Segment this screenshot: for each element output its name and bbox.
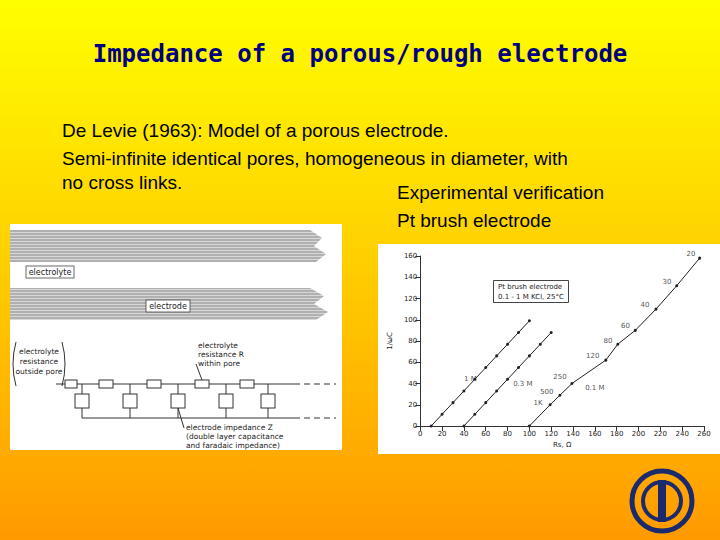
svg-text:40: 40	[641, 301, 650, 309]
svg-text:0.1 - 1 M KCl, 25°C: 0.1 - 1 M KCl, 25°C	[498, 293, 564, 301]
html-text:Impedance of a porous/rough el: Impedance of a porous/rough electrode	[92, 40, 628, 68]
svg-text:electrolyte: electrolyte	[19, 347, 59, 356]
svg-text:80: 80	[408, 337, 417, 345]
html-text:De Levie (1963): Model of a po: De Levie (1963): Model of a porous elect…	[62, 120, 449, 141]
svg-text:140: 140	[404, 273, 417, 281]
svg-text:220: 220	[654, 430, 667, 438]
svg-text:electrode: electrode	[149, 302, 187, 311]
svg-text:Pt brush electrode: Pt brush electrode	[498, 283, 562, 291]
svg-text:260: 260	[697, 430, 710, 438]
svg-text:0: 0	[413, 422, 417, 430]
svg-text:180: 180	[610, 430, 623, 438]
svg-text:resistance: resistance	[20, 357, 59, 366]
svg-text:120: 120	[404, 295, 417, 303]
html-text:Pt brush electrode: Pt brush electrode	[397, 210, 552, 231]
svg-text:40: 40	[459, 430, 468, 438]
svg-text:500: 500	[540, 388, 553, 396]
svg-text:1/ωC: 1/ωC	[386, 332, 394, 350]
svg-text:200: 200	[632, 430, 645, 438]
svg-text:20: 20	[686, 250, 695, 258]
svg-text:resistance R: resistance R	[198, 350, 244, 359]
svg-text:100: 100	[523, 430, 536, 438]
svg-text:160: 160	[588, 430, 601, 438]
svg-text:60: 60	[621, 322, 630, 330]
svg-text:250: 250	[553, 373, 566, 381]
html-text:no cross links.: no cross links.	[62, 172, 183, 193]
svg-text:within pore: within pore	[198, 359, 240, 368]
svg-text:outside pore: outside pore	[16, 367, 63, 376]
svg-text:(double layer capacitance: (double layer capacitance	[186, 432, 284, 441]
svg-text:240: 240	[675, 430, 688, 438]
svg-text:120: 120	[586, 352, 599, 360]
svg-text:electrode impedance Z: electrode impedance Z	[186, 423, 273, 432]
html-text:Semi-infinite identical pores,: Semi-infinite identical pores, homogeneo…	[62, 148, 568, 169]
svg-text:20: 20	[438, 430, 447, 438]
svg-text:100: 100	[404, 316, 417, 324]
svg-text:60: 60	[408, 358, 417, 366]
svg-text:20: 20	[408, 401, 417, 409]
svg-text:80: 80	[604, 337, 613, 345]
svg-text:40: 40	[408, 380, 417, 388]
svg-text:electrolyte: electrolyte	[29, 268, 72, 277]
html-text:Experimental verification: Experimental verification	[397, 182, 604, 203]
svg-text:1 M: 1 M	[464, 375, 477, 383]
svg-text:30: 30	[662, 278, 671, 286]
svg-text:80: 80	[503, 430, 512, 438]
svg-text:0.1 M: 0.1 M	[585, 384, 604, 392]
svg-text:160: 160	[404, 252, 417, 260]
svg-text:0.3 M: 0.3 M	[513, 380, 532, 388]
svg-text:Rs, Ω: Rs, Ω	[553, 441, 572, 449]
svg-text:electrolyte: electrolyte	[198, 341, 238, 350]
svg-text:60: 60	[481, 430, 490, 438]
svg-text:120: 120	[545, 430, 558, 438]
svg-text:1K: 1K	[534, 399, 543, 407]
svg-text:and faradaic impedance): and faradaic impedance)	[186, 441, 280, 450]
svg-text:140: 140	[566, 430, 579, 438]
svg-text:0: 0	[418, 430, 422, 438]
